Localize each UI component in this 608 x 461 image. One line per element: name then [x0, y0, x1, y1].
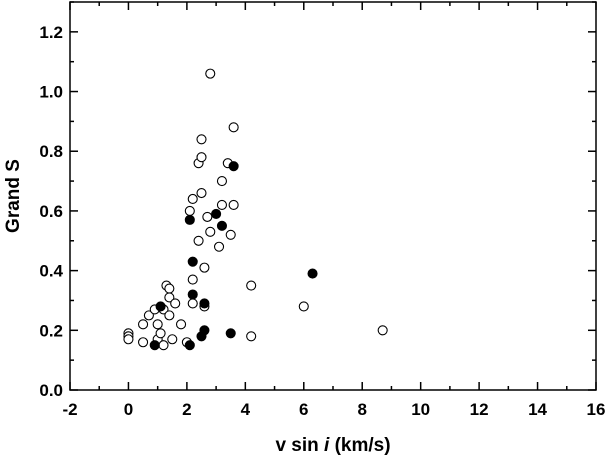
open-data-point: [216, 199, 228, 211]
y-axis-title: Grand S: [3, 159, 24, 233]
filled-data-point: [149, 340, 160, 351]
open-data-point: [152, 319, 163, 330]
open-data-point: [164, 292, 175, 303]
open-data-point: [164, 310, 175, 321]
x-axis-title-part: v sin: [275, 435, 324, 456]
x-axis-title: v sin i (km/s): [275, 435, 390, 456]
filled-data-point: [199, 325, 210, 336]
x-axis-title-unit: (km/s): [329, 435, 390, 456]
x-tick-label: 14: [528, 400, 547, 419]
open-data-point: [193, 235, 204, 246]
y-tick-label: 0.6: [39, 202, 63, 221]
open-data-point: [138, 337, 149, 348]
open-data-point: [225, 229, 236, 240]
open-data-point: [246, 280, 257, 291]
open-data-point: [155, 328, 166, 339]
filled-data-point: [225, 328, 236, 339]
open-data-point: [216, 176, 228, 187]
open-data-point: [123, 334, 134, 345]
open-data-point: [202, 211, 213, 222]
open-data-point: [187, 298, 198, 309]
axis-ticks: [69, 1, 597, 391]
y-tick-label: 1.0: [39, 83, 63, 102]
open-data-point: [199, 262, 210, 273]
axis-tick-labels: -2 0 2 4 6 8 10 12 14 16 0.0 0.2 0.4 0.6 0.8 1.0 1.2: [39, 23, 605, 419]
filled-data-point: [184, 214, 195, 225]
filled-data-point: [211, 208, 222, 219]
open-data-point: [175, 319, 187, 330]
x-tick-label: 4: [241, 400, 251, 419]
open-data-point: [196, 187, 207, 199]
open-data-point: [138, 319, 149, 330]
open-data-point: [187, 274, 198, 285]
open-data-point: [143, 310, 154, 321]
x-tick-label: -2: [62, 400, 77, 419]
x-tick-label: 8: [357, 400, 366, 419]
x-tick-label: 6: [299, 400, 308, 419]
open-data-point: [196, 152, 207, 163]
filled-data-point: [187, 256, 198, 267]
filled-data-point: [228, 161, 239, 172]
y-tick-label: 0.4: [39, 262, 63, 281]
open-data-point: [298, 301, 309, 312]
open-data-point: [213, 241, 225, 252]
filled-data-point: [184, 340, 195, 351]
open-data-point: [246, 331, 257, 342]
open-data-point: [377, 325, 388, 336]
y-tick-label: 0.8: [39, 142, 63, 161]
filled-data-point: [307, 268, 318, 279]
open-data-point: [196, 134, 207, 145]
y-tick-label: 1.2: [39, 23, 63, 42]
plot-frame: [69, 1, 597, 391]
y-tick-label: 0.2: [39, 321, 63, 340]
y-tick-label: 0.0: [39, 381, 63, 400]
open-data-point: [205, 226, 216, 237]
data-points: [123, 68, 388, 351]
open-data-point: [228, 122, 239, 133]
x-tick-label: 16: [587, 400, 606, 419]
open-data-point: [164, 283, 175, 294]
open-data-point: [205, 68, 216, 79]
filled-data-point: [187, 289, 198, 300]
x-tick-label: 0: [124, 400, 133, 419]
x-tick-label: 2: [182, 400, 191, 419]
open-data-point: [170, 298, 181, 309]
open-data-point: [158, 340, 169, 351]
x-axis-title-italic: i: [324, 435, 330, 456]
open-data-point: [187, 193, 198, 205]
open-data-point: [184, 205, 195, 216]
x-tick-label: 10: [411, 400, 430, 419]
x-tick-label: 12: [470, 400, 489, 419]
filled-data-point: [216, 220, 228, 231]
open-data-point: [228, 199, 239, 211]
open-data-point: [167, 334, 178, 345]
filled-data-point: [155, 301, 166, 312]
filled-data-point: [199, 298, 210, 309]
